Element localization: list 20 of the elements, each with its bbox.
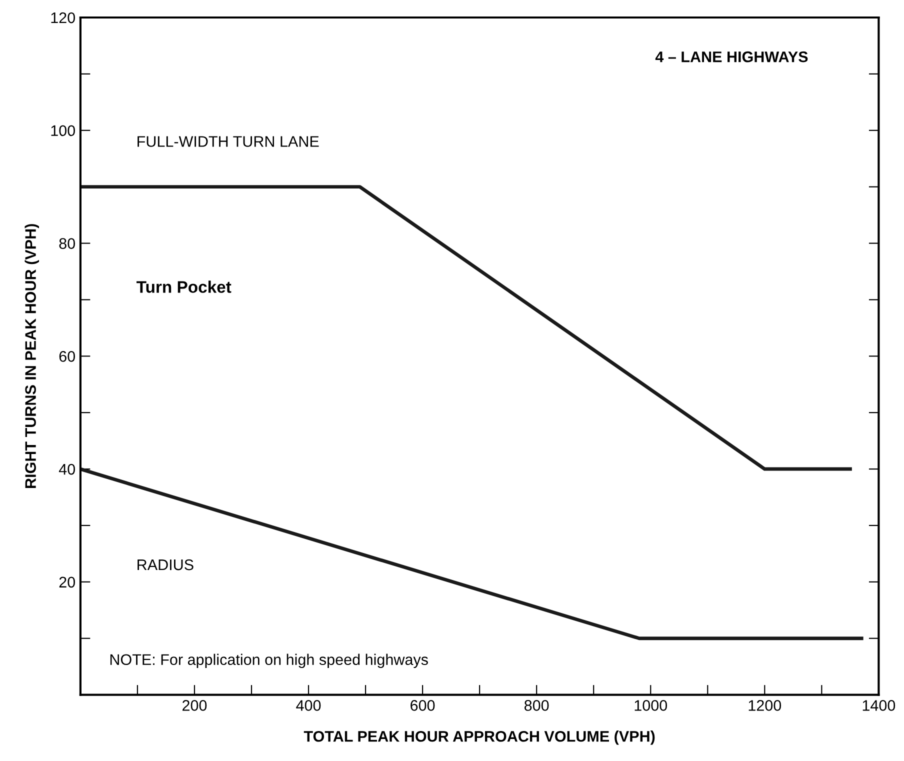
x-tick-label: 1000 [634, 700, 668, 711]
annotation: Turn Pocket [136, 280, 232, 293]
x-tick-label: 1200 [748, 700, 782, 711]
x-axis-title: TOTAL PEAK HOUR APPROACH VOLUME (VPH) [304, 730, 655, 745]
y-tick-label: 20 [59, 576, 75, 588]
y-axis-title: RIGHT TURNS IN PEAK HOUR (VPH) [24, 224, 39, 488]
x-tick-label: 800 [524, 700, 549, 711]
x-tick-label: 400 [296, 700, 321, 711]
annotation: NOTE: For application on high speed highways [110, 654, 428, 668]
y-tick-label: 120 [51, 12, 75, 24]
annotation: FULL-WIDTH TURN LANE [138, 136, 319, 147]
x-tick-label: 600 [410, 700, 435, 711]
y-tick-label: 40 [58, 464, 75, 475]
annotation: RADIUS [138, 559, 194, 570]
y-tick-label: 100 [51, 125, 75, 136]
y-tick-label: 60 [59, 351, 75, 362]
x-tick-label: 200 [182, 700, 207, 711]
annotation: 4 – LANE HIGHWAYS [655, 51, 808, 62]
y-tick-label: 80 [59, 238, 75, 249]
x-tick-label: 1400 [862, 700, 896, 711]
